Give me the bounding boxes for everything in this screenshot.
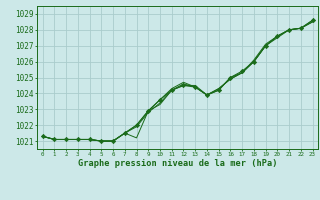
X-axis label: Graphe pression niveau de la mer (hPa): Graphe pression niveau de la mer (hPa) — [78, 159, 277, 168]
